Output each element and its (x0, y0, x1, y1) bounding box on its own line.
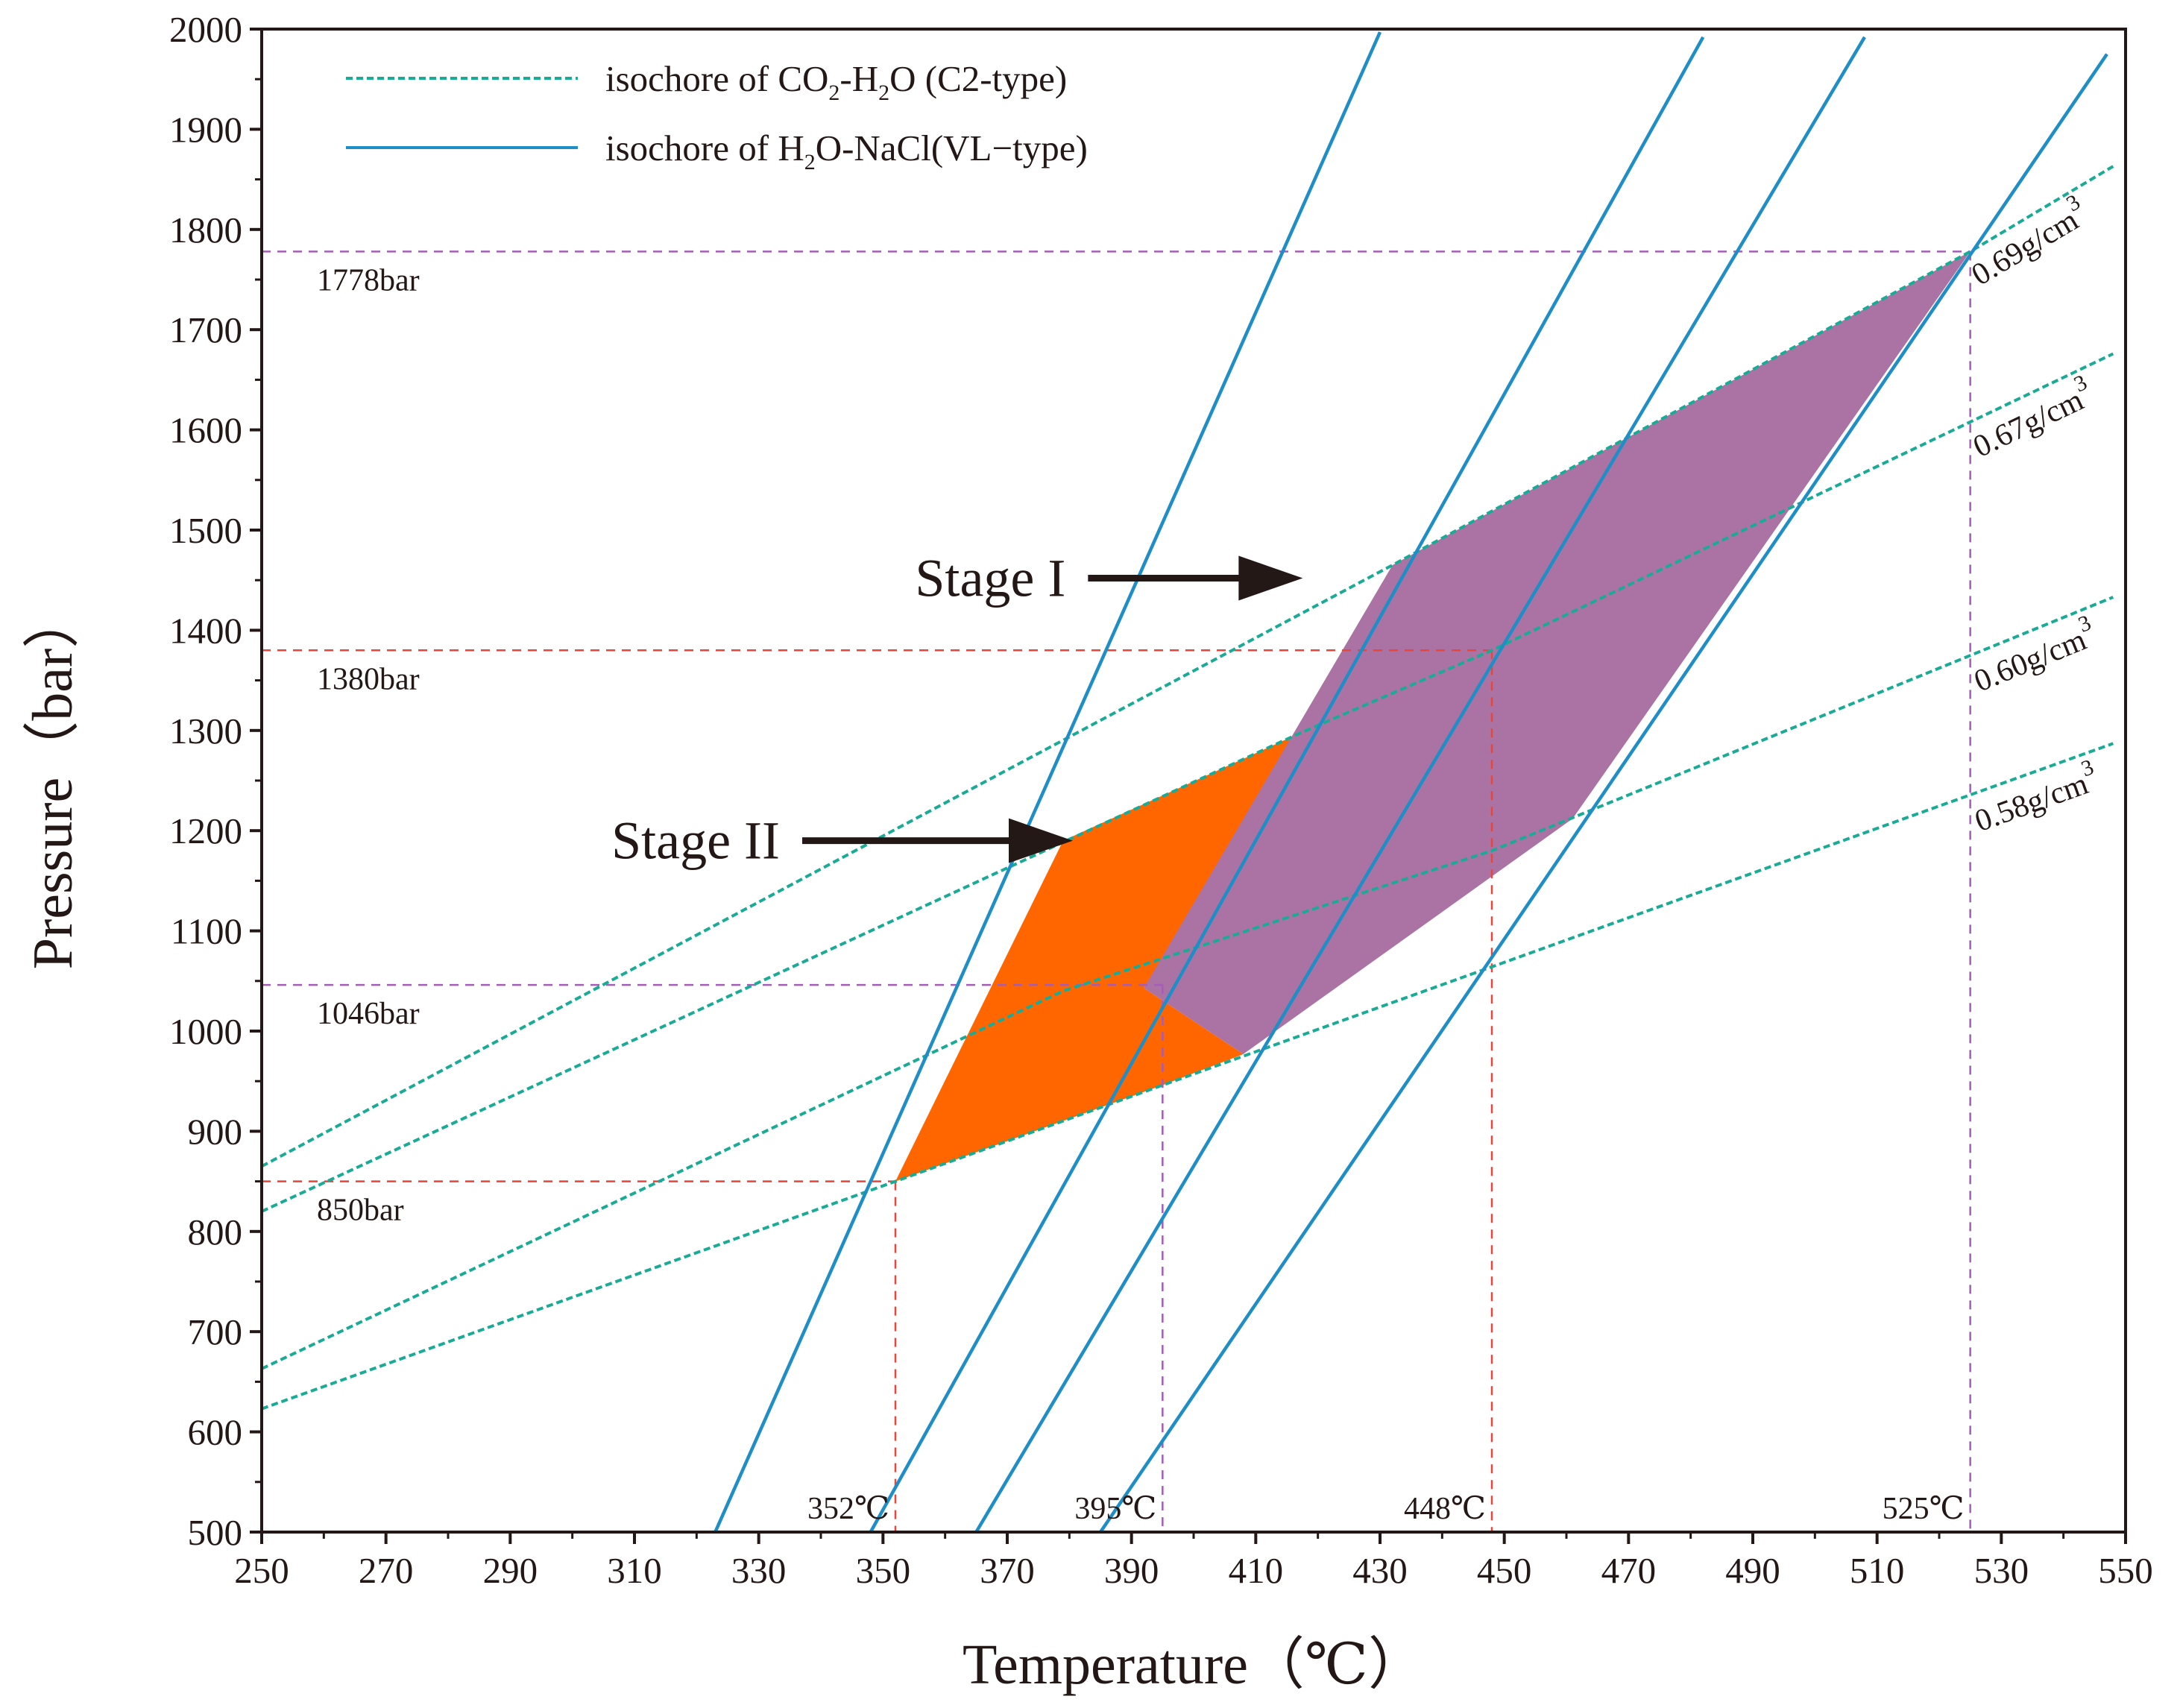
legend-label: isochore of CO2-H2O (C2-type) (605, 58, 1067, 105)
x-axis-title: Temperature（℃） (963, 1633, 1425, 1696)
stage-i-label: Stage I (915, 549, 1065, 608)
stage-regions (895, 251, 1970, 1182)
nacl-isochore-line-3 (974, 36, 1866, 1532)
stage-ii-label: Stage II (611, 811, 780, 871)
x-tick-label: 290 (483, 1550, 538, 1591)
x-tick-label: 270 (359, 1550, 414, 1591)
co2-h2o-isochores (262, 165, 2114, 1411)
pressure-label: 850bar (317, 1194, 404, 1228)
y-tick-label: 600 (188, 1412, 243, 1453)
x-tick-label: 490 (1725, 1550, 1780, 1591)
nacl-isochore-line-2 (869, 36, 1705, 1532)
nacl-isochore-line-1 (713, 31, 1382, 1532)
temperature-label: 395℃ (1074, 1492, 1156, 1526)
pressure-label: 1046bar (317, 997, 420, 1031)
temperature-label: 525℃ (1883, 1492, 1965, 1526)
reference-lines (262, 250, 1971, 1532)
y-tick-label: 800 (188, 1211, 243, 1252)
y-tick-label: 1300 (169, 710, 242, 751)
y-tick-label: 2000 (169, 9, 242, 50)
y-tick-label: 1200 (169, 810, 242, 851)
x-tick-label: 450 (1477, 1550, 1532, 1591)
reference-labels: 1778bar 1380bar 1046bar 850bar 352℃ 395℃ 448℃ 5… (317, 263, 1965, 1526)
nacl-isochore-line-4 (1099, 53, 2108, 1532)
y-tick-label: 1100 (171, 911, 242, 952)
x-tick-label: 370 (980, 1550, 1035, 1591)
x-tick-label: 430 (1352, 1550, 1408, 1591)
x-axis: 250 270 290 310 330 350 370 390 410 430 450 470 490 5… (234, 1532, 2153, 1591)
x-tick-label: 390 (1104, 1550, 1159, 1591)
y-tick-label: 700 (188, 1311, 243, 1352)
legend-label: isochore of H2O-NaCl(VL−type) (605, 127, 1088, 174)
co2-isochore-line-1 (262, 165, 2114, 1168)
temperature-label: 352℃ (807, 1492, 889, 1526)
x-tick-label: 310 (607, 1550, 662, 1591)
x-tick-label: 550 (2098, 1550, 2153, 1591)
co2-isochore-line-4 (262, 742, 2114, 1411)
x-tick-label: 330 (731, 1550, 787, 1591)
pressure-label: 1778bar (317, 263, 420, 297)
x-tick-label: 410 (1229, 1550, 1284, 1591)
y-tick-label: 1800 (169, 209, 242, 250)
x-tick-label: 510 (1850, 1550, 1905, 1591)
y-tick-label: 1700 (169, 309, 242, 350)
co2-isochore-line-3 (262, 596, 2114, 1370)
x-tick-label: 530 (1974, 1550, 2029, 1591)
stage-arrow-head (1009, 818, 1073, 863)
legend: isochore of CO2-H2O (C2-type) isochore of… (346, 58, 1088, 174)
y-tick-label: 1000 (169, 1011, 242, 1052)
y-tick-label: 1600 (169, 410, 242, 451)
stage-arrow-head (1238, 555, 1303, 601)
y-tick-label: 900 (188, 1111, 243, 1152)
stage-ii-region (895, 733, 1300, 1182)
stage-annotations: Stage I Stage II (611, 549, 1303, 871)
pressure-label: 1380bar (317, 662, 420, 696)
y-tick-label: 1500 (169, 510, 242, 551)
y-tick-label: 1400 (169, 610, 242, 651)
h2o-nacl-isochores (713, 31, 2108, 1532)
x-tick-label: 250 (234, 1550, 289, 1591)
temperature-label: 448℃ (1404, 1492, 1486, 1526)
x-tick-label: 470 (1601, 1550, 1657, 1591)
y-axis-title: Pressure（bar） (22, 592, 84, 970)
y-tick-label: 1900 (169, 109, 242, 150)
y-tick-label: 500 (188, 1512, 243, 1553)
y-axis: 500 600 700 800 900 1000 1100 1200 1300 1400 1500 1… (169, 9, 262, 1553)
x-tick-label: 350 (856, 1550, 911, 1591)
stage-i-region (1144, 251, 1970, 1054)
